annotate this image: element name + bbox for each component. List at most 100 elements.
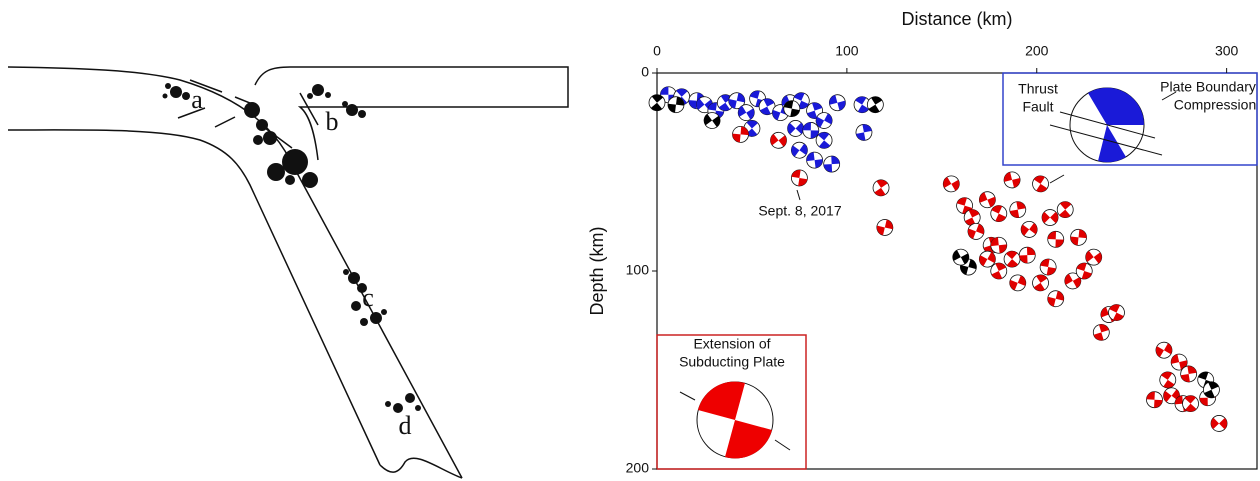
slab-top xyxy=(7,66,463,479)
ball-quadrants xyxy=(1040,259,1057,276)
diagram-label: a xyxy=(191,85,203,114)
ball-quadrants xyxy=(1211,417,1228,430)
extension-inset xyxy=(656,334,807,470)
ball-quadrants xyxy=(802,122,819,139)
y-axis-title: Depth (km) xyxy=(587,226,607,315)
focal-mechanism xyxy=(787,120,805,137)
ball-quadrants xyxy=(1180,366,1197,382)
annotation-arrow xyxy=(796,189,801,201)
focal-mechanism xyxy=(770,131,787,149)
ball-quadrants xyxy=(806,152,823,169)
focal-mechanism xyxy=(791,169,808,187)
focal-mechanism xyxy=(806,151,823,169)
x-axis-title: Distance (km) xyxy=(901,9,1012,29)
mechanisms xyxy=(648,86,1228,432)
focal-mechanism xyxy=(802,122,820,139)
ball-quadrants xyxy=(1093,324,1109,341)
ball-quadrants xyxy=(1042,211,1059,224)
diagram-label: b xyxy=(326,107,339,136)
ball-quadrants xyxy=(707,102,724,119)
focal-mechanism xyxy=(1009,201,1027,219)
x-tick-label: 200 xyxy=(1025,43,1049,59)
ball-quadrants xyxy=(956,197,973,214)
focal-mechanism xyxy=(876,219,894,236)
ball-quadrants xyxy=(1009,275,1026,291)
focal-mechanism xyxy=(990,205,1008,222)
thrust-inset xyxy=(1002,72,1258,166)
ball-quadrants xyxy=(745,120,758,137)
focal-mechanism xyxy=(1032,274,1049,292)
x-tick-label: 300 xyxy=(1215,43,1239,59)
focal-mechanism xyxy=(828,94,846,112)
ball-quadrants xyxy=(728,92,745,109)
annotation: Compression xyxy=(1174,97,1256,113)
ball-quadrants xyxy=(964,209,980,226)
ball-quadrants xyxy=(1076,263,1092,279)
x-tick-label: 100 xyxy=(835,43,859,59)
overriding-plate xyxy=(254,66,569,161)
focal-mechanism xyxy=(1108,304,1125,321)
ball-quadrants xyxy=(979,252,996,267)
focal-mechanism xyxy=(648,94,666,112)
diagram-label: d xyxy=(399,411,412,440)
ball-quadrants xyxy=(732,126,749,143)
ball-quadrants xyxy=(1155,343,1172,358)
focal-mechanism xyxy=(1003,250,1021,268)
focal-mechanism xyxy=(967,222,985,240)
ball-quadrants xyxy=(1163,389,1180,403)
focal-mechanism xyxy=(1047,290,1065,308)
ball-quadrants xyxy=(1033,175,1048,192)
ball-quadrants xyxy=(1070,229,1087,246)
focal-mechanism xyxy=(990,262,1008,280)
focal-mechanism xyxy=(990,236,1008,254)
focal-mechanism xyxy=(1146,391,1163,409)
ball-quadrants xyxy=(793,92,809,109)
focal-mechanism xyxy=(732,125,749,143)
ball-quadrants xyxy=(704,114,721,127)
ball-quadrants xyxy=(1059,201,1072,218)
focal-mechanism xyxy=(1009,274,1027,292)
ball-quadrants xyxy=(1064,273,1081,288)
focal-mechanism xyxy=(737,104,755,121)
focal-mechanism xyxy=(1020,221,1038,238)
annotation: Plate Boundary xyxy=(1160,79,1256,95)
ball-quadrants xyxy=(759,98,775,115)
ball-quadrants xyxy=(1085,250,1102,264)
thrust-ball xyxy=(1049,87,1177,184)
ball-quadrants xyxy=(855,96,869,113)
extension-ball xyxy=(679,381,791,459)
focal-mechanism xyxy=(978,191,996,209)
focal-mechanism xyxy=(1092,323,1110,341)
focal-mechanism xyxy=(1032,175,1049,193)
ball-quadrants xyxy=(791,169,808,186)
focal-mechanism xyxy=(1182,395,1199,413)
focal-mechanism xyxy=(1210,415,1228,432)
focal-mechanism xyxy=(1070,228,1087,246)
ball-quadrants xyxy=(990,237,1007,254)
ball-quadrants xyxy=(823,156,840,173)
ball-quadrants xyxy=(1161,371,1175,388)
ball-quadrants xyxy=(770,134,787,147)
ball-quadrants xyxy=(960,259,977,275)
annotation: Fault xyxy=(1022,99,1053,115)
focal-mechanism xyxy=(872,179,890,197)
y-tick-label: 200 xyxy=(626,460,650,476)
slab-bottom xyxy=(7,129,381,466)
focal-mechanism xyxy=(855,123,873,141)
focal-mechanism xyxy=(783,100,801,118)
focal-mechanism xyxy=(1041,209,1059,226)
annotation: Thrust xyxy=(1018,81,1058,97)
focal-mechanism xyxy=(956,197,973,215)
focal-mechanism xyxy=(952,248,970,266)
slab-end xyxy=(379,457,463,479)
ball-quadrants xyxy=(991,205,1007,222)
focal-mechanism xyxy=(1064,272,1082,290)
ball-quadrants xyxy=(1019,247,1036,264)
focal-mechanism xyxy=(703,112,721,129)
focal-mechanism xyxy=(667,96,685,114)
focal-mechanism xyxy=(791,141,808,159)
focal-mechanism xyxy=(823,155,841,173)
ball-quadrants xyxy=(1033,274,1048,291)
subduction-diagram xyxy=(7,66,569,479)
